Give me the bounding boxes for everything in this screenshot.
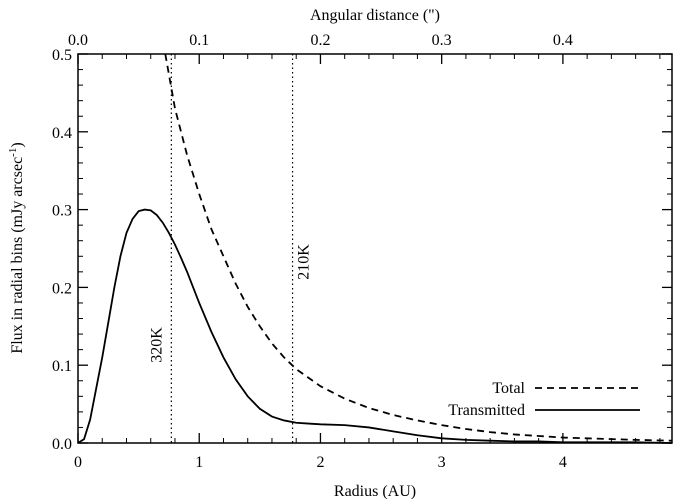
y-tick-label: 0.2 bbox=[52, 280, 72, 297]
y-tick-label: 0.4 bbox=[52, 125, 72, 142]
x-tick-label: 1 bbox=[195, 454, 203, 471]
y-tick-label: 0.3 bbox=[52, 203, 72, 220]
x-tick-label: 0 bbox=[74, 454, 82, 471]
y-axis-title: Flux in radial bins (mJy arcsec-1) bbox=[7, 142, 26, 353]
top-x-tick-label: 0.1 bbox=[189, 32, 209, 49]
y-tick-label: 0.0 bbox=[52, 436, 72, 453]
legend: Total Transmitted bbox=[448, 380, 640, 419]
y-tick-label: 0.1 bbox=[52, 358, 72, 375]
y-tick-label: 0.5 bbox=[52, 47, 72, 64]
top-x-tick-label: 0.4 bbox=[553, 32, 573, 49]
top-x-tick-label: 0.0 bbox=[68, 32, 88, 49]
top-x-axis-title: Angular distance (") bbox=[310, 7, 440, 24]
series-group bbox=[77, 53, 673, 444]
y-axis-title-sup: -1 bbox=[7, 148, 19, 157]
plot-frame bbox=[77, 53, 673, 444]
temperature-lines: 320K 210K bbox=[148, 54, 313, 443]
transmitted-curve bbox=[77, 208, 673, 444]
legend-label: Total bbox=[492, 380, 525, 397]
legend-label: Transmitted bbox=[448, 402, 525, 419]
total-curve bbox=[164, 53, 673, 442]
y-axis-title-main: Flux in radial bins (mJy arcsec bbox=[9, 157, 26, 354]
vline-label: 320K bbox=[148, 327, 165, 363]
x-axis-title: Radius (AU) bbox=[334, 483, 416, 499]
x-tick-label: 4 bbox=[559, 454, 567, 471]
x-tick-label: 3 bbox=[438, 454, 446, 471]
top-x-tick-label: 0.2 bbox=[310, 32, 330, 49]
top-x-tick-label: 0.3 bbox=[432, 32, 452, 49]
x-tick-label: 2 bbox=[316, 454, 324, 471]
vline-label: 210K bbox=[296, 244, 313, 280]
y-axis-title-close: ) bbox=[9, 142, 26, 147]
